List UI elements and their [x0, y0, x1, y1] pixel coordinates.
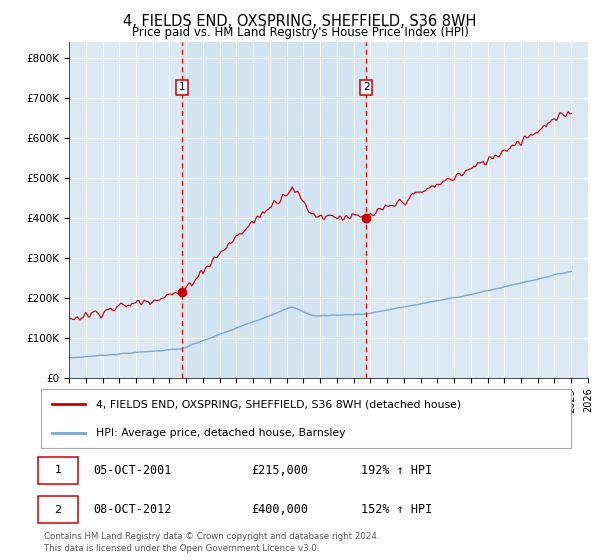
Text: £215,000: £215,000: [251, 464, 308, 477]
Text: 1: 1: [179, 82, 185, 92]
Text: 08-OCT-2012: 08-OCT-2012: [94, 503, 172, 516]
Text: Price paid vs. HM Land Registry's House Price Index (HPI): Price paid vs. HM Land Registry's House …: [131, 26, 469, 39]
Text: 152% ↑ HPI: 152% ↑ HPI: [361, 503, 433, 516]
Text: Contains HM Land Registry data © Crown copyright and database right 2024.
This d: Contains HM Land Registry data © Crown c…: [44, 531, 379, 553]
FancyBboxPatch shape: [38, 496, 78, 523]
Text: 192% ↑ HPI: 192% ↑ HPI: [361, 464, 433, 477]
Text: 1: 1: [55, 465, 62, 475]
Bar: [182, 42, 366, 378]
FancyBboxPatch shape: [38, 456, 78, 484]
Text: 4, FIELDS END, OXSPRING, SHEFFIELD, S36 8WH: 4, FIELDS END, OXSPRING, SHEFFIELD, S36 …: [124, 14, 476, 29]
Text: 05-OCT-2001: 05-OCT-2001: [94, 464, 172, 477]
FancyBboxPatch shape: [41, 389, 571, 448]
Text: £400,000: £400,000: [251, 503, 308, 516]
Text: 2: 2: [55, 505, 62, 515]
Text: 4, FIELDS END, OXSPRING, SHEFFIELD, S36 8WH (detached house): 4, FIELDS END, OXSPRING, SHEFFIELD, S36 …: [96, 399, 461, 409]
Text: HPI: Average price, detached house, Barnsley: HPI: Average price, detached house, Barn…: [96, 428, 346, 438]
Text: 2: 2: [363, 82, 370, 92]
